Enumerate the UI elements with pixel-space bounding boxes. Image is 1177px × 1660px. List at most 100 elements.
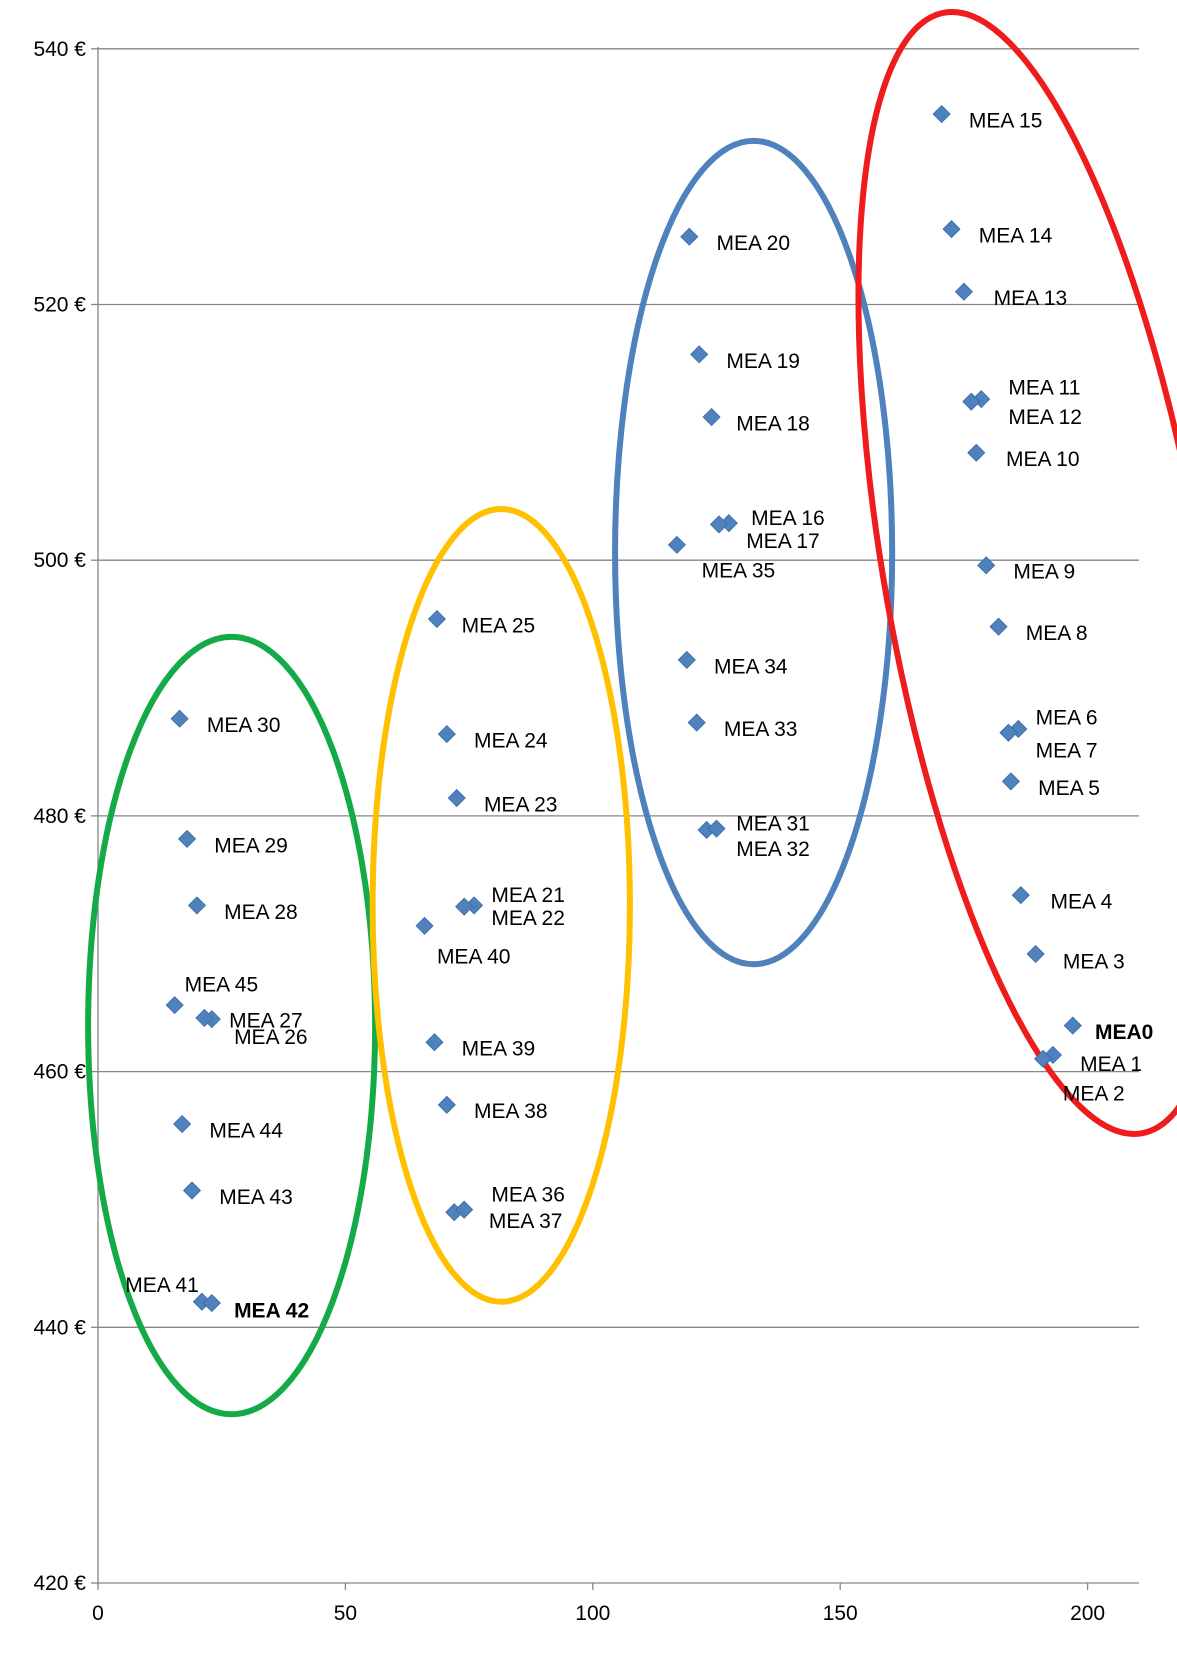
- y-tick-label: 440 €: [33, 1316, 86, 1339]
- x-tick-label: 50: [334, 1602, 357, 1625]
- x-tick-label: 200: [1070, 1602, 1105, 1625]
- data-point: [202, 1293, 221, 1313]
- y-tick-label: 460 €: [33, 1061, 86, 1084]
- x-tick-label: 0: [92, 1602, 104, 1625]
- data-point: [1063, 1016, 1082, 1035]
- point-label: MEA 3: [1063, 951, 1125, 974]
- point-label: MEA 13: [994, 287, 1068, 310]
- data-point: [182, 1181, 202, 1200]
- point-label: MEA 22: [491, 907, 565, 930]
- point-label: MEA 27: [229, 1009, 303, 1032]
- point-label: MEA 26: [234, 1026, 308, 1049]
- cluster-ellipse: [85, 633, 379, 1418]
- point-label: MEA 4: [1050, 891, 1112, 914]
- point-label: MEA 43: [219, 1186, 293, 1209]
- y-tick-label: 420 €: [33, 1572, 86, 1595]
- axes: 420 € 440 € 460 € 480 € 500 € 520 € 540 € 0 50 10…: [33, 38, 1139, 1625]
- x-tick-label: 100: [575, 1602, 610, 1625]
- data-point: [455, 897, 474, 916]
- cluster-ellipses: [85, 9, 1177, 1418]
- x-tick-label: 150: [823, 1602, 858, 1625]
- point-label: MEA 15: [969, 109, 1043, 132]
- y-tick-label: 480 €: [33, 805, 86, 828]
- data-point: [165, 996, 184, 1015]
- data-point: [709, 515, 729, 534]
- data-point: [415, 916, 434, 935]
- point-label: MEA 37: [489, 1210, 563, 1233]
- data-point: [954, 282, 973, 301]
- point-label: MEA 7: [1036, 740, 1098, 763]
- point-label: MEA 30: [207, 714, 281, 737]
- data-point: [942, 220, 961, 239]
- data-points: [165, 104, 1082, 1313]
- data-point: [427, 609, 447, 629]
- data-point: [170, 709, 189, 728]
- point-label: MEA 45: [185, 974, 259, 997]
- point-label: MEA 8: [1026, 622, 1088, 645]
- point-label: MEA 31: [736, 813, 810, 836]
- data-point: [977, 556, 996, 575]
- point-label: MEA 42: [234, 1300, 309, 1323]
- y-tick-label: 540 €: [33, 38, 86, 61]
- point-label: MEA 36: [491, 1183, 565, 1206]
- point-label: MEA 1: [1080, 1053, 1142, 1076]
- point-label: MEA 23: [484, 793, 558, 816]
- data-point: [1001, 772, 1020, 791]
- point-label: MEA 16: [751, 507, 825, 530]
- data-point: [437, 725, 456, 744]
- data-point: [999, 723, 1018, 742]
- point-label: MEA 11: [1008, 377, 1080, 400]
- data-point: [1026, 944, 1045, 964]
- data-point: [195, 1008, 214, 1027]
- data-point: [437, 1095, 456, 1114]
- data-point: [677, 650, 696, 669]
- cluster-ellipse: [369, 506, 633, 1305]
- data-point: [967, 443, 986, 462]
- data-point: [425, 1033, 444, 1052]
- point-label: MEA 34: [714, 655, 788, 678]
- point-label: MEA 32: [736, 838, 810, 861]
- point-label: MEA 38: [474, 1100, 548, 1123]
- data-point: [187, 896, 207, 915]
- point-label: MEA 9: [1013, 561, 1075, 584]
- point-label: MEA 41: [125, 1274, 199, 1297]
- point-label: MEA 29: [214, 834, 288, 857]
- cluster-ellipse: [612, 137, 896, 968]
- data-point: [680, 227, 699, 246]
- cluster-ellipse: [855, 9, 1177, 1137]
- point-label: MEA 10: [1006, 448, 1080, 471]
- point-label: MEA 33: [724, 718, 798, 741]
- point-label: MEA 28: [224, 901, 298, 924]
- gridlines: [98, 48, 1139, 1328]
- point-label: MEA 21: [491, 884, 565, 907]
- data-point: [173, 1114, 192, 1134]
- point-label: MEA 24: [474, 729, 548, 752]
- point-label: MEA 12: [1008, 406, 1082, 429]
- data-point: [702, 407, 721, 427]
- point-label: MEA0: [1095, 1021, 1153, 1044]
- point-label: MEA 5: [1038, 777, 1100, 800]
- point-label: MEA 2: [1063, 1082, 1125, 1105]
- data-point: [667, 535, 686, 554]
- point-label: MEA 39: [462, 1038, 536, 1061]
- y-tick-label: 520 €: [33, 294, 86, 317]
- point-label: MEA 18: [736, 412, 810, 435]
- data-point: [962, 392, 981, 411]
- data-point: [1034, 1049, 1053, 1068]
- point-labels: MEA0 MEA 1 MEA 2 MEA 3 MEA 4 MEA 5 MEA 6 MEA 7 M…: [125, 109, 1153, 1322]
- point-label: MEA 6: [1036, 706, 1098, 729]
- data-point: [932, 104, 951, 124]
- y-tick-label: 500 €: [33, 549, 86, 572]
- data-point: [447, 788, 466, 808]
- data-point: [1011, 886, 1030, 905]
- point-label: MEA 20: [717, 232, 791, 255]
- data-point: [707, 819, 726, 838]
- point-label: MEA 35: [702, 559, 776, 582]
- point-label: MEA 19: [726, 350, 800, 373]
- point-label: MEA 25: [462, 614, 536, 637]
- point-label: MEA 40: [437, 946, 511, 969]
- point-label: MEA 17: [746, 530, 820, 553]
- data-point: [455, 1200, 474, 1219]
